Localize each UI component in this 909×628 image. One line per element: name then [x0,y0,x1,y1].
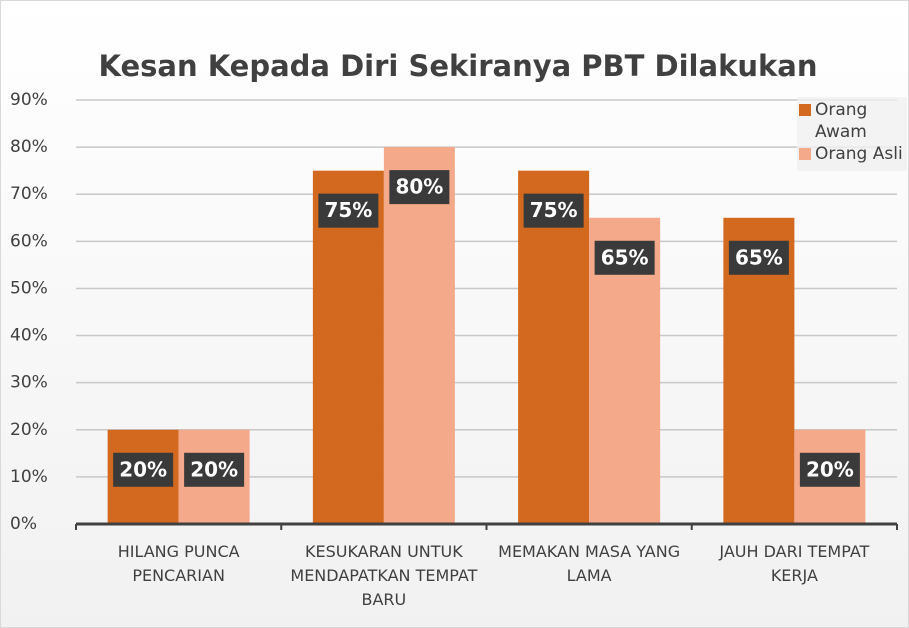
bar [383,147,455,524]
data-label: 20% [190,457,238,481]
y-tick-label: 20% [10,420,48,440]
y-tick-label: 10% [10,467,48,487]
data-label-box [799,452,860,487]
data-label-box [389,170,450,205]
data-label: 75% [530,198,578,222]
y-tick-label: 70% [10,184,48,204]
y-tick-label: 40% [10,326,48,346]
data-label-box [523,193,584,228]
legend-swatch [799,104,811,116]
y-tick-label: 80% [10,137,48,157]
data-label-box [594,240,655,275]
y-tick-label: 0% [10,514,37,534]
x-tick-label: JAUH DARI TEMPAT KERJA [719,542,870,585]
x-tick-label: HILANG PUNCA PENCARIAN [117,542,240,585]
data-label-box [184,452,245,487]
y-tick-label: 50% [10,278,48,298]
legend-swatch [799,148,811,160]
data-label: 20% [119,457,167,481]
data-label-box [728,240,789,275]
data-label: 65% [601,245,649,269]
x-tick-label: MEMAKAN MASA YANG LAMA [498,542,681,585]
legend-label: Orang Asli [815,144,903,164]
legend-item: Orang Asli [797,143,907,165]
chart-title: Kesan Kepada Diri Sekiranya PBT Dilakuka… [99,49,818,83]
y-tick-label: 90% [10,90,48,110]
legend-item: Orang Awam [797,99,907,143]
bar [312,170,384,524]
data-label: 65% [735,245,783,269]
data-label: 75% [324,198,372,222]
legend-label: Orang Awam [815,100,868,142]
data-label-box [113,452,174,487]
data-label-box [318,193,379,228]
data-label: 80% [395,175,443,199]
bar [518,170,590,524]
y-tick-label: 30% [10,373,48,393]
x-tick-label: KESUKARAN UNTUK MENDAPATKAN TEMPAT BARU [290,542,478,609]
y-tick-label: 60% [10,231,48,251]
legend: Orang Awam Orang Asli [797,97,907,171]
data-label: 20% [806,457,854,481]
